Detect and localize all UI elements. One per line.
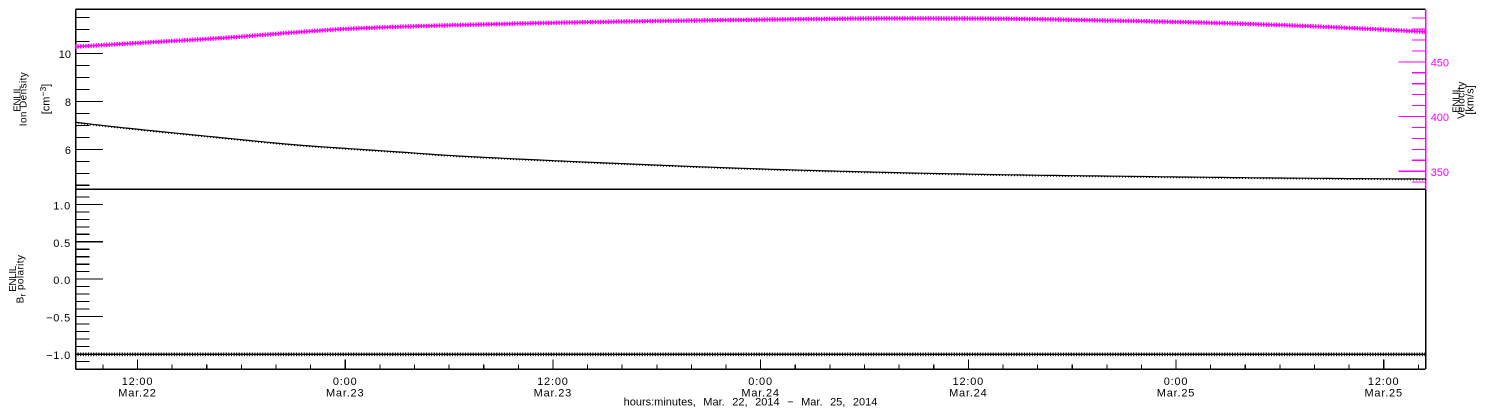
svg-text:8: 8 [65,97,71,109]
svg-text:ENLIL: ENLIL [8,265,19,292]
svg-text:Mar.24: Mar.24 [741,388,779,400]
svg-text:ENLIL: ENLIL [1451,86,1462,113]
svg-text:12:00: 12:00 [1368,376,1400,388]
svg-text:12:00: 12:00 [953,376,985,388]
svg-text:Velocity: Velocity [1457,81,1468,119]
svg-text:400: 400 [1431,112,1449,124]
svg-text:−0.5: −0.5 [46,313,71,325]
svg-text:Mar.23: Mar.23 [326,388,364,400]
svg-text:[km/s]: [km/s] [1464,85,1476,114]
svg-text:Mar.25: Mar.25 [1364,388,1402,400]
svg-text:450: 450 [1431,57,1449,69]
svg-text:Mar.22: Mar.22 [118,388,156,400]
svg-text:hours:minutes, Mar. 22, 201: hours:minutes, Mar. 22, 2014 − Mar. 25, … [624,397,878,409]
svg-text:ENLIL: ENLIL [12,85,23,112]
svg-text:10: 10 [59,49,71,61]
svg-text:1.0: 1.0 [53,200,71,212]
svg-text:12:00: 12:00 [537,376,569,388]
svg-text:350: 350 [1431,167,1449,179]
svg-text:Mar.24: Mar.24 [949,388,987,400]
svg-text:0:00: 0:00 [1164,376,1189,388]
svg-text:Br polarity: Br polarity [16,255,28,304]
svg-text:−1.0: −1.0 [46,350,71,362]
svg-text:Mar.23: Mar.23 [534,388,572,400]
svg-text:Mar.25: Mar.25 [1157,388,1195,400]
svg-text:Ion Density: Ion Density [19,72,30,126]
svg-text:0.5: 0.5 [53,238,71,250]
svg-text:0.0: 0.0 [53,275,71,287]
svg-text:0:00: 0:00 [333,376,358,388]
svg-text:12:00: 12:00 [122,376,154,388]
svg-text:6: 6 [65,145,71,157]
svg-text:0:00: 0:00 [748,376,773,388]
